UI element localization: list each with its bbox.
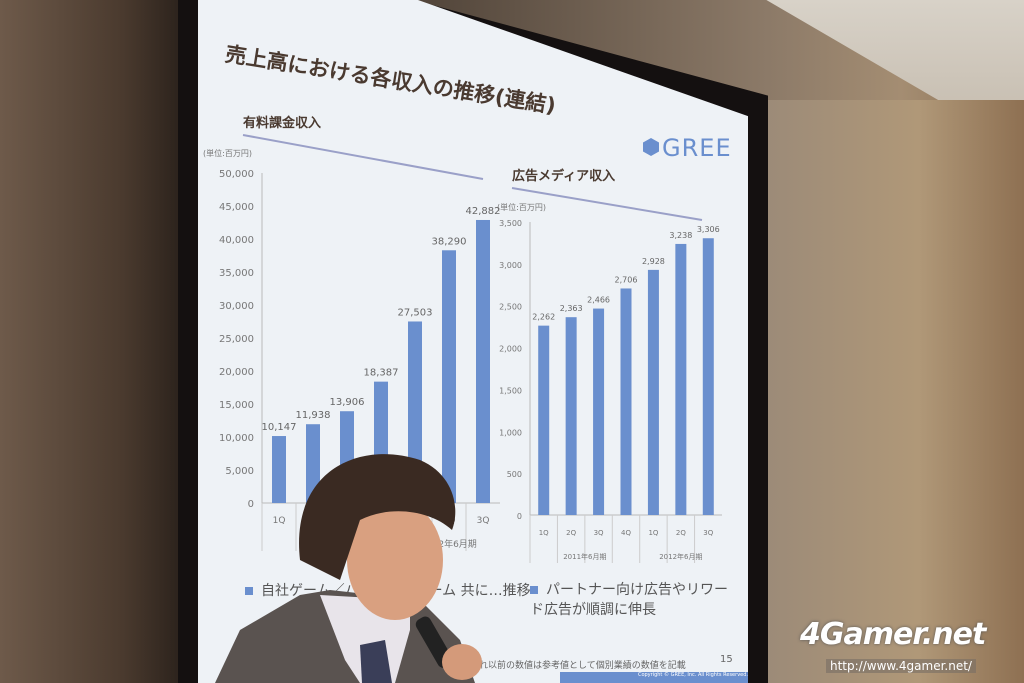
x-tick-label: 2Q xyxy=(676,529,686,537)
data-label: 10,147 xyxy=(262,422,297,433)
logo-hex-icon xyxy=(643,138,659,156)
data-label: 2,928 xyxy=(642,257,665,266)
y-tick-label: 15,000 xyxy=(219,400,254,411)
gree-logo: GREE xyxy=(643,134,732,162)
y-tick-label: 35,000 xyxy=(219,268,254,279)
unit-label: (単位:百万円) xyxy=(203,148,252,158)
chart-title: 有料課金収入 xyxy=(243,115,321,131)
title-underline xyxy=(511,187,703,221)
bullet-square-icon xyxy=(245,587,253,595)
data-label: 3,238 xyxy=(669,231,692,240)
title-underline xyxy=(242,134,484,180)
logo-text: GREE xyxy=(662,134,732,162)
bar xyxy=(647,269,659,515)
bar xyxy=(620,288,632,515)
y-tick-label: 500 xyxy=(507,470,522,479)
speaker-hair xyxy=(299,454,456,580)
y-tick-label: 2,000 xyxy=(499,345,522,354)
y-tick-label: 10,000 xyxy=(219,433,254,444)
data-label: 2,262 xyxy=(532,313,555,322)
bar xyxy=(306,424,320,503)
bar xyxy=(675,243,687,515)
bullet-text: パートナー向け広告やリワード広告が順調に伸長 xyxy=(530,582,728,618)
watermark-logo: 4Gamer.net xyxy=(800,617,986,652)
y-tick-label: 5,000 xyxy=(225,466,254,477)
bar xyxy=(593,308,605,515)
bar xyxy=(442,250,456,503)
y-tick-label: 25,000 xyxy=(219,334,254,345)
bar xyxy=(272,436,286,503)
x-tick-label: 3Q xyxy=(703,529,713,537)
y-tick-label: 50,000 xyxy=(219,169,254,180)
speaker-face xyxy=(347,500,443,620)
y-tick-label: 40,000 xyxy=(219,235,254,246)
y-tick-label: 3,000 xyxy=(499,261,522,270)
y-tick-label: 1,500 xyxy=(499,386,522,395)
x-tick-label: 3Q xyxy=(594,529,604,537)
y-tick-label: 30,000 xyxy=(219,301,254,312)
y-tick-label: 0 xyxy=(517,512,522,521)
data-label: 2,706 xyxy=(615,275,638,284)
bullet-square-icon xyxy=(530,586,538,594)
page-number: 15 xyxy=(720,654,733,665)
x-tick-label: 1Q xyxy=(539,529,549,537)
group-label: 2011年6月期 xyxy=(563,552,606,561)
chart-title: 広告メディア収入 xyxy=(512,168,615,184)
data-label: 11,938 xyxy=(296,410,331,421)
x-tick-label: 1Q xyxy=(273,516,286,526)
x-tick-label: 3Q xyxy=(477,516,490,526)
watermark-url: http://www.4gamer.net/ xyxy=(826,659,976,673)
footnote: …れ以前の数値は参考値として個別業績の数値を記載 xyxy=(470,661,686,671)
bullet-2: パートナー向け広告やリワード広告が順調に伸長 xyxy=(530,580,740,620)
data-label: 27,503 xyxy=(398,307,433,318)
data-label: 13,906 xyxy=(330,397,365,408)
y-tick-label: 3,500 xyxy=(499,219,522,228)
data-label: 3,306 xyxy=(697,225,720,234)
data-label: 2,466 xyxy=(587,296,610,305)
unit-label: (単位:百万円) xyxy=(497,202,546,212)
copyright-bar: Copyright © GREE, Inc. All Rights Reserv… xyxy=(560,672,748,683)
y-tick-label: 45,000 xyxy=(219,202,254,213)
y-tick-label: 1,000 xyxy=(499,428,522,437)
x-tick-label: 4Q xyxy=(621,529,631,537)
data-label: 38,290 xyxy=(432,236,467,247)
speaker-tie xyxy=(360,640,392,683)
speaker-hand xyxy=(442,644,482,680)
microphone-icon xyxy=(415,616,453,668)
y-tick-label: 0 xyxy=(248,499,254,510)
group-label: 2012年6月期 xyxy=(659,552,702,561)
bar xyxy=(476,219,490,503)
x-tick-label: 2Q xyxy=(566,529,576,537)
y-tick-label: 2,500 xyxy=(499,303,522,312)
data-label: 18,387 xyxy=(364,368,399,379)
y-tick-label: 20,000 xyxy=(219,367,254,378)
data-label: 42,882 xyxy=(466,206,501,217)
bar xyxy=(565,317,577,515)
bar xyxy=(538,325,550,515)
wall xyxy=(760,100,1024,683)
x-tick-label: 1Q xyxy=(648,529,658,537)
data-label: 2,363 xyxy=(560,304,583,313)
bar xyxy=(702,238,714,515)
